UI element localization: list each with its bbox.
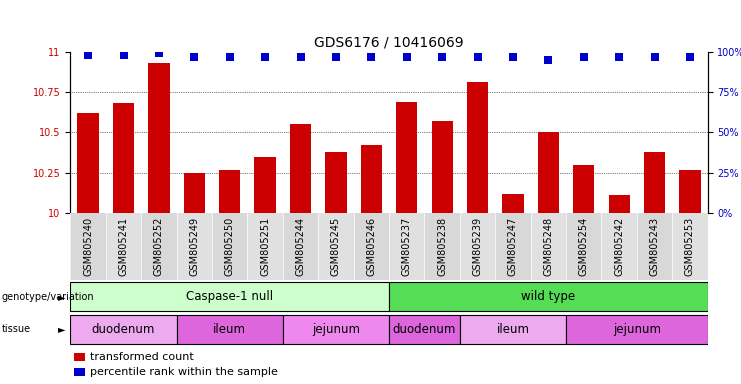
Text: transformed count: transformed count	[90, 352, 193, 362]
Bar	[184, 173, 205, 213]
Text: GSM805247: GSM805247	[508, 217, 518, 276]
Text: GSM805240: GSM805240	[83, 217, 93, 276]
Bar	[460, 314, 566, 344]
Bar	[113, 103, 134, 213]
Text: ►: ►	[58, 324, 65, 334]
Bar	[538, 132, 559, 213]
Point	[153, 50, 165, 56]
Bar	[602, 213, 637, 280]
Point	[648, 54, 660, 60]
Text: ►: ►	[58, 291, 65, 302]
Bar	[142, 213, 176, 280]
Text: GSM805239: GSM805239	[473, 217, 482, 276]
Bar	[425, 213, 460, 280]
Text: GSM805243: GSM805243	[650, 217, 659, 276]
Bar	[467, 83, 488, 213]
Text: jejunum: jejunum	[613, 323, 661, 336]
Bar	[176, 213, 212, 280]
Point	[614, 54, 625, 60]
Text: percentile rank within the sample: percentile rank within the sample	[90, 367, 277, 377]
Text: ileum: ileum	[213, 323, 246, 336]
Bar	[502, 194, 524, 213]
Text: tissue: tissue	[1, 324, 30, 334]
Bar	[73, 353, 84, 361]
Point	[436, 54, 448, 60]
Bar	[679, 170, 700, 213]
Bar	[431, 121, 453, 213]
Bar	[70, 282, 389, 311]
Text: GSM805254: GSM805254	[579, 217, 589, 276]
Point	[471, 54, 483, 60]
Point	[188, 54, 200, 60]
Text: GSM805242: GSM805242	[614, 217, 624, 276]
Title: GDS6176 / 10416069: GDS6176 / 10416069	[314, 35, 464, 49]
Bar	[290, 124, 311, 213]
Text: genotype/variation: genotype/variation	[1, 291, 94, 302]
Bar	[566, 314, 708, 344]
Point	[401, 54, 413, 60]
Text: GSM805252: GSM805252	[154, 217, 164, 276]
Bar	[212, 213, 247, 280]
Bar	[672, 213, 708, 280]
Text: GSM805237: GSM805237	[402, 217, 412, 276]
Bar	[325, 152, 347, 213]
Point	[224, 54, 236, 60]
Text: GSM805238: GSM805238	[437, 217, 447, 276]
Text: ileum: ileum	[496, 323, 529, 336]
Bar	[176, 314, 283, 344]
Bar	[460, 213, 495, 280]
Bar	[396, 102, 417, 213]
Bar	[608, 195, 630, 213]
Text: Caspase-1 null: Caspase-1 null	[186, 290, 273, 303]
Text: wild type: wild type	[521, 290, 576, 303]
Bar	[644, 152, 665, 213]
Bar	[361, 146, 382, 213]
Bar	[566, 213, 602, 280]
Point	[684, 54, 696, 60]
Point	[118, 52, 130, 58]
Bar	[283, 213, 318, 280]
Text: GSM805250: GSM805250	[225, 217, 235, 276]
Text: GSM805248: GSM805248	[543, 217, 554, 276]
Bar	[106, 213, 142, 280]
Bar	[219, 170, 240, 213]
Bar	[495, 213, 531, 280]
Bar	[637, 213, 672, 280]
Text: GSM805245: GSM805245	[331, 217, 341, 276]
Bar	[353, 213, 389, 280]
Bar	[78, 113, 99, 213]
Text: jejunum: jejunum	[312, 323, 360, 336]
Point	[507, 54, 519, 60]
Bar	[531, 213, 566, 280]
Point	[295, 54, 307, 60]
Bar	[283, 314, 389, 344]
Text: GSM805244: GSM805244	[296, 217, 305, 276]
Point	[82, 52, 94, 58]
Point	[542, 57, 554, 63]
Bar	[70, 314, 176, 344]
Text: GSM805241: GSM805241	[119, 217, 128, 276]
Bar	[73, 368, 84, 376]
Text: duodenum: duodenum	[393, 323, 456, 336]
Bar	[389, 314, 460, 344]
Point	[259, 54, 271, 60]
Point	[365, 54, 377, 60]
Bar	[254, 157, 276, 213]
Text: GSM805249: GSM805249	[189, 217, 199, 276]
Bar	[389, 282, 708, 311]
Bar	[148, 63, 170, 213]
Bar	[573, 165, 594, 213]
Text: GSM805251: GSM805251	[260, 217, 270, 276]
Bar	[70, 213, 106, 280]
Bar	[318, 213, 353, 280]
Text: GSM805246: GSM805246	[366, 217, 376, 276]
Point	[330, 54, 342, 60]
Text: GSM805253: GSM805253	[685, 217, 695, 276]
Point	[578, 54, 590, 60]
Bar	[247, 213, 283, 280]
Bar	[389, 213, 425, 280]
Text: duodenum: duodenum	[92, 323, 155, 336]
